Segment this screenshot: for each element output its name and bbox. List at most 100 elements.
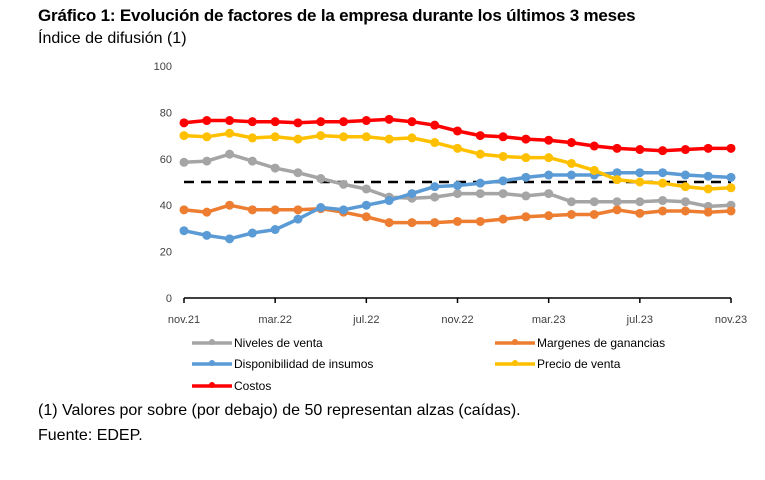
data-point	[566, 158, 576, 168]
data-point	[475, 178, 485, 188]
data-point	[430, 218, 440, 228]
data-point	[612, 205, 622, 215]
data-point	[339, 117, 349, 127]
legend-marker	[209, 339, 215, 345]
data-point	[703, 143, 713, 153]
data-point	[703, 207, 713, 217]
x-tick-label: nov.21	[168, 314, 200, 326]
data-point	[635, 145, 645, 155]
data-point	[293, 134, 303, 144]
data-point	[293, 214, 303, 224]
data-point	[453, 216, 462, 226]
data-point	[498, 176, 508, 186]
data-point	[703, 171, 713, 181]
line-chart: 0 20 40 60 80 100 nov.21 mar.22 jul.22 nov.22 mar…	[154, 61, 747, 393]
data-point	[566, 209, 576, 219]
data-point	[498, 132, 508, 142]
data-point	[453, 180, 462, 190]
data-point	[179, 157, 189, 167]
data-point	[453, 189, 462, 199]
data-point	[498, 214, 508, 224]
data-point	[361, 116, 371, 126]
x-axis: nov.21 mar.22 jul.22 nov.22 mar.23 jul.23 nov.…	[168, 297, 747, 326]
series-niveles-de-venta	[179, 149, 736, 211]
legend-item: Precio de venta	[495, 357, 621, 371]
data-point	[225, 200, 235, 210]
y-tick-label: 100	[154, 61, 172, 73]
series-group	[179, 114, 736, 244]
data-point	[361, 184, 371, 194]
data-point	[726, 172, 736, 182]
data-point	[293, 118, 303, 128]
data-point	[247, 133, 257, 143]
data-point	[658, 196, 668, 206]
data-point	[680, 145, 690, 155]
legend-item: Margenes de ganancias	[495, 336, 665, 350]
source-note: Fuente: EDEP.	[38, 427, 143, 444]
data-point	[726, 143, 736, 153]
series-line	[183, 152, 732, 209]
data-point	[430, 120, 440, 130]
x-tick-label: jul.23	[626, 314, 653, 326]
data-point	[658, 178, 668, 188]
y-tick-label: 20	[160, 247, 172, 259]
data-point	[361, 132, 371, 142]
y-tick-label: 80	[160, 107, 172, 119]
data-point	[202, 116, 212, 126]
data-point	[521, 191, 531, 201]
data-point	[225, 116, 235, 126]
data-point	[566, 197, 576, 207]
data-point	[270, 117, 280, 127]
data-point	[612, 168, 622, 178]
data-point	[225, 234, 235, 244]
data-point	[521, 153, 531, 163]
data-point	[635, 168, 645, 178]
data-point	[612, 197, 622, 207]
data-point	[589, 141, 599, 151]
data-point	[293, 168, 303, 178]
chart-title: Gráfico 1: Evolución de factores de la e…	[38, 6, 636, 25]
data-point	[612, 175, 622, 185]
data-point	[589, 165, 599, 175]
data-point	[726, 206, 736, 216]
data-point	[270, 132, 280, 142]
legend-label: Precio de venta	[537, 357, 621, 371]
data-point	[521, 172, 531, 182]
data-point	[703, 184, 713, 194]
data-point	[361, 200, 371, 210]
data-point	[544, 135, 554, 145]
footnote: (1) Valores por sobre (por debajo) de 50…	[38, 402, 521, 419]
data-point	[247, 228, 257, 238]
data-point	[726, 183, 736, 193]
x-tick-label: jul.22	[352, 314, 379, 326]
data-point	[316, 174, 326, 184]
data-point	[680, 182, 690, 192]
series-costos	[179, 114, 736, 156]
chart-subtitle: Índice de difusión (1)	[38, 30, 187, 47]
data-point	[179, 131, 189, 141]
data-point	[247, 156, 257, 166]
legend-marker	[209, 360, 215, 366]
legend-item: Costos	[192, 379, 271, 393]
data-point	[544, 153, 554, 163]
x-tick-label: nov.22	[441, 314, 473, 326]
data-point	[589, 197, 599, 207]
data-point	[475, 216, 485, 226]
data-point	[453, 143, 462, 153]
legend-marker	[512, 339, 518, 345]
series-line	[183, 131, 732, 191]
data-point	[293, 205, 303, 215]
y-tick-label: 60	[160, 154, 172, 166]
data-point	[247, 205, 257, 215]
data-point	[658, 206, 668, 216]
data-point	[270, 205, 280, 215]
data-point	[635, 197, 645, 207]
data-point	[475, 149, 485, 159]
data-point	[407, 133, 417, 143]
y-tick-label: 40	[160, 200, 172, 212]
data-point	[453, 126, 462, 136]
data-point	[589, 209, 599, 219]
data-point	[225, 149, 235, 159]
data-point	[498, 189, 508, 199]
data-point	[475, 131, 485, 141]
